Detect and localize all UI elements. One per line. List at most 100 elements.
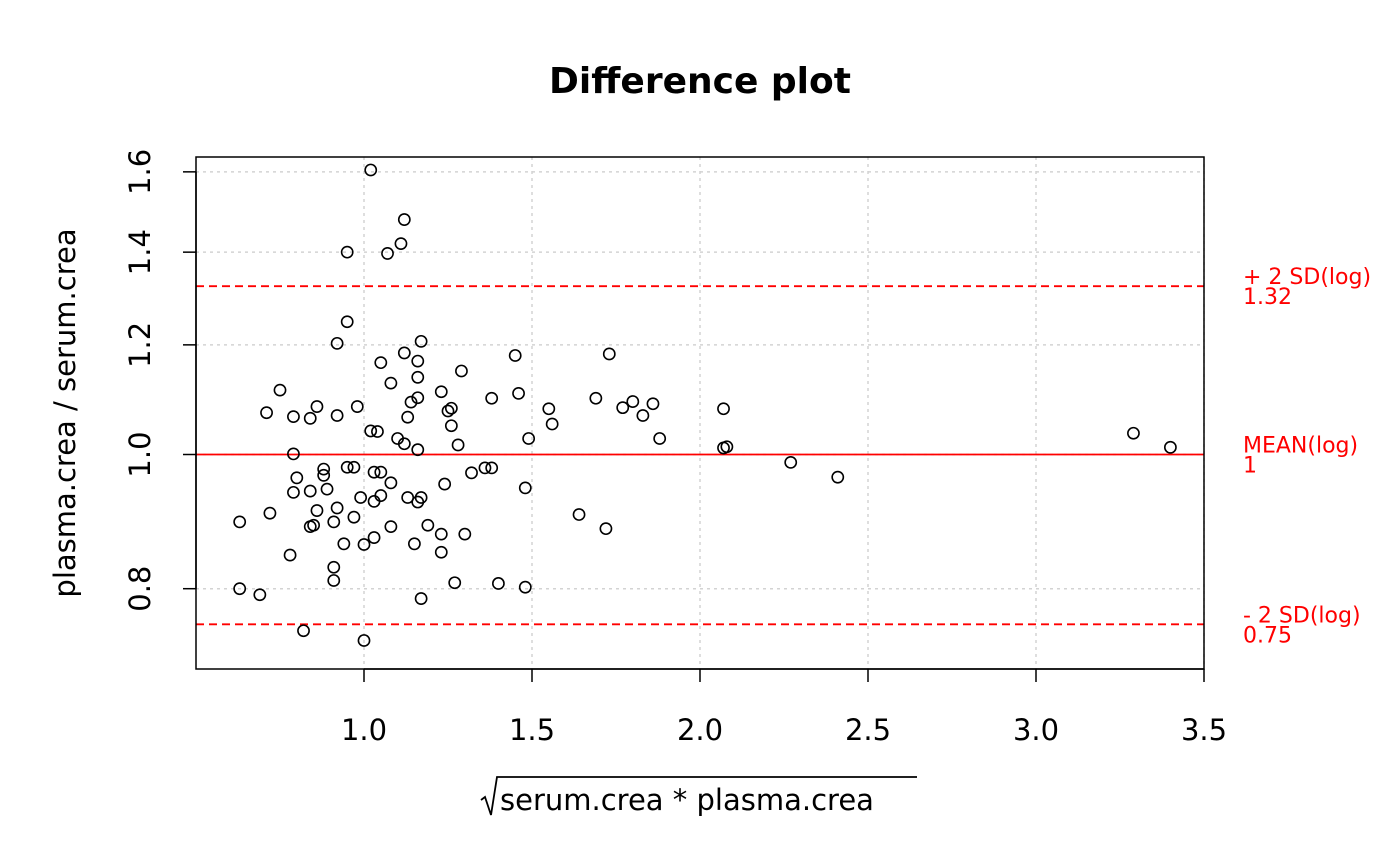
data-point: [599, 522, 613, 536]
data-point: [518, 481, 532, 495]
data-point: [434, 385, 448, 399]
data-point: [233, 582, 247, 596]
data-point: [784, 455, 798, 469]
data-point: [394, 237, 408, 251]
data-point: [367, 465, 381, 479]
data-point: [357, 634, 371, 647]
data-point: [448, 576, 462, 590]
data-point: [444, 401, 458, 415]
data-point: [717, 441, 730, 455]
data-point: [357, 538, 371, 551]
chart-title: Difference plot: [549, 61, 851, 102]
data-point: [367, 494, 381, 508]
data-point: [364, 163, 378, 177]
data-point: [831, 470, 845, 484]
data-point: [441, 404, 455, 418]
y-tick-label: 0.8: [123, 566, 157, 612]
data-point: [364, 424, 378, 438]
y-axis: 0.8 1.0 1.2 1.4 1.6: [123, 149, 197, 612]
data-point: [273, 383, 287, 397]
data-point: [438, 477, 452, 491]
reference-line-value: 0.75: [1243, 623, 1292, 648]
data-point: [350, 400, 364, 413]
data-point: [374, 465, 388, 479]
data-point: [317, 468, 331, 482]
data-point: [404, 395, 418, 409]
data-point: [542, 402, 556, 416]
data-point: [337, 537, 351, 551]
data-point: [354, 491, 368, 504]
data-point: [602, 347, 616, 361]
x-tick-label: 2.5: [845, 713, 891, 747]
data-point: [616, 401, 630, 415]
data-point: [411, 370, 425, 384]
data-point: [374, 489, 388, 502]
data-point: [367, 531, 381, 544]
data-point: [233, 515, 247, 529]
data-point: [317, 462, 331, 476]
data-point: [572, 508, 586, 521]
x-tick-label: 3.5: [1181, 713, 1227, 747]
data-point: [310, 504, 324, 517]
x-tick-label: 2.0: [677, 713, 723, 747]
x-axis-label-group: serum.crea * plasma.crea: [480, 776, 917, 817]
data-point: [330, 501, 344, 515]
data-point: [485, 461, 499, 475]
data-point: [421, 518, 435, 532]
data-point: [589, 391, 603, 405]
data-point: [636, 409, 650, 422]
y-axis-label: plasma.crea / serum.crea: [48, 228, 82, 597]
data-point: [451, 438, 465, 452]
data-point: [414, 334, 428, 348]
reference-lines: [196, 285, 1204, 626]
x-tick-label: 1.5: [509, 713, 555, 747]
data-point: [330, 409, 344, 422]
data-point: [310, 400, 324, 413]
data-point: [327, 574, 341, 587]
data-point: [260, 406, 273, 420]
data-point: [374, 356, 388, 370]
data-point: [287, 410, 300, 424]
data-point: [411, 443, 425, 457]
data-point: [411, 495, 425, 509]
y-tick-label: 1.6: [123, 149, 157, 195]
data-point: [407, 537, 421, 551]
data-point: [290, 471, 304, 485]
y-tick-label: 1.2: [123, 322, 157, 368]
data-point: [320, 482, 334, 496]
data-point: [340, 245, 354, 259]
data-point: [347, 460, 361, 474]
data-point: [458, 527, 472, 541]
data-point: [397, 213, 411, 226]
data-point: [518, 580, 532, 594]
data-point: [434, 527, 448, 541]
data-point: [455, 364, 468, 378]
data-point: [512, 386, 525, 400]
data-point: [478, 461, 492, 475]
data-point: [340, 460, 354, 474]
reference-line-value: 1.32: [1243, 285, 1292, 310]
data-point: [330, 336, 344, 350]
x-tick-label: 1.0: [341, 713, 387, 747]
x-axis-label: serum.crea * plasma.crea: [500, 783, 874, 817]
data-point: [491, 577, 505, 590]
data-point: [371, 425, 384, 438]
reference-line-name: + 2 SD(log): [1243, 265, 1371, 290]
data-point: [508, 349, 522, 362]
data-point: [283, 548, 297, 562]
data-point: [253, 588, 267, 602]
data-point: [347, 510, 361, 524]
data-point: [626, 395, 640, 408]
data-point: [297, 624, 310, 638]
data-point: [465, 466, 478, 480]
data-point: [303, 484, 317, 498]
data-point: [340, 315, 354, 329]
reference-line-name: - 2 SD(log): [1243, 603, 1361, 628]
data-point: [545, 417, 559, 431]
data-point: [307, 518, 320, 532]
grid-lines: [196, 157, 1205, 669]
data-point: [384, 520, 398, 534]
data-point: [263, 506, 277, 520]
data-point: [485, 391, 499, 405]
